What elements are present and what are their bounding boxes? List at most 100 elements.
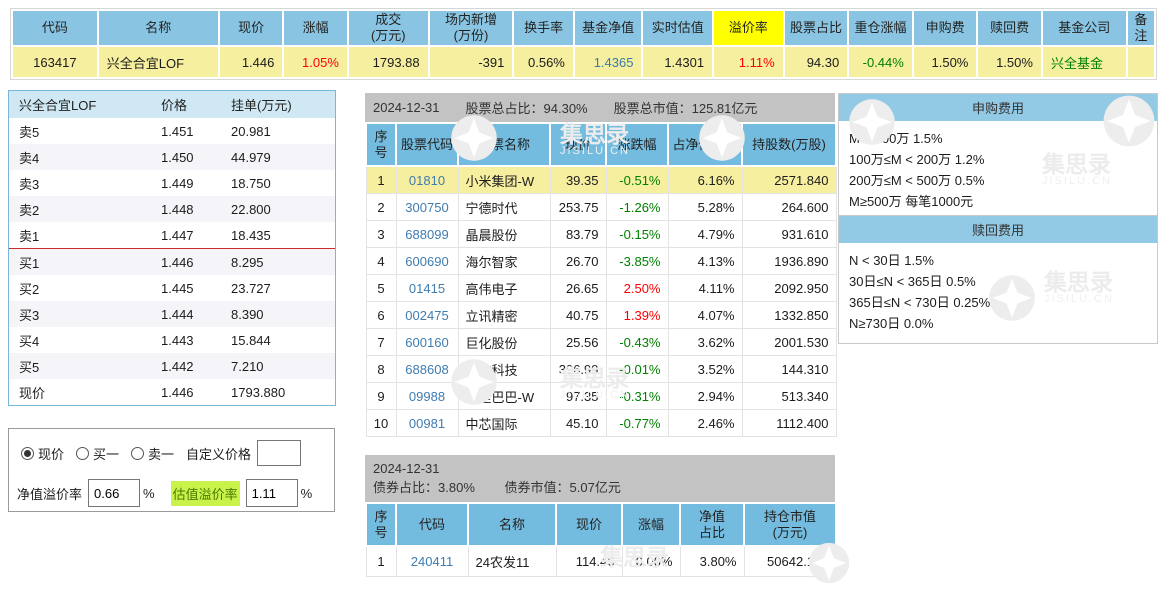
stock-holdings-date: 2024-12-31 (373, 100, 440, 115)
stock-code-link[interactable]: 01415 (395, 274, 459, 302)
fund-summary-data-row: 163417 兴全合宜LOF 1.446 1.05% 1793.88 -391 … (11, 45, 1157, 79)
col-redeem-fee[interactable]: 赎回费 (976, 9, 1043, 47)
order-book-header: 兴全合宜LOF 价格 挂单(万元) (9, 91, 335, 118)
nav-premium-percent-sign: % (143, 485, 155, 501)
stock-code-link[interactable]: 688099 (395, 220, 459, 248)
stock-code-link[interactable]: 002475 (395, 301, 459, 329)
order-book-row-buy5[interactable]: 买5 1.442 7.210 (9, 353, 335, 379)
order-book-col-volume: 挂单(万元) (231, 98, 292, 113)
col-turnover-rate[interactable]: 换手率 (512, 9, 575, 47)
bond-code-link[interactable]: 240411 (395, 545, 469, 577)
stock-row: 3 688099 晶晨股份 83.79 -0.15% 4.79% 931.610 (365, 220, 837, 248)
col-bond-nav-ratio: 净值 占比 (679, 502, 745, 547)
bond-mktval-value: 5.07亿元 (569, 480, 621, 495)
fund-stock-ratio: 94.30 (782, 45, 850, 79)
bond-row: 1 240411 24农发11 114.46 0.00% 3.80% 50642… (365, 545, 837, 577)
nav-premium-input[interactable] (88, 479, 141, 507)
fund-turnover-amount: 1793.88 (346, 45, 430, 79)
col-code[interactable]: 代码 (11, 9, 99, 47)
order-book-panel: 兴全合宜LOF 价格 挂单(万元) 卖5 1.451 20.981 卖4 1.4… (8, 90, 336, 406)
redeem-fee-line: N < 30日 1.5% (849, 253, 934, 268)
bond-mktval-label: 债券市值： (504, 480, 570, 495)
col-bond-change: 涨幅 (621, 502, 681, 547)
col-onmarket-new[interactable]: 场内新增 (万份) (427, 9, 515, 47)
stock-code-link[interactable]: 09988 (395, 382, 459, 410)
col-nav[interactable]: 基金净值 (572, 9, 644, 47)
bond-table-header-row: 序 号 代码 名称 现价 涨幅 净值 占比 持仓市值 (万元) (365, 502, 837, 547)
order-book-row-buy2[interactable]: 买2 1.445 23.727 (19, 280, 271, 297)
col-bond-code: 代码 (395, 502, 469, 547)
col-premium-rate-sorted[interactable]: 溢价率 (712, 9, 785, 47)
radio-sell1[interactable] (131, 446, 145, 460)
stock-mktval-label: 股票总市值： (613, 101, 692, 116)
fund-company-link[interactable]: 兴全基金 (1040, 45, 1128, 79)
stock-code-link[interactable]: 600690 (395, 247, 459, 275)
stock-row: 9 09988 阿里巴巴-W 97.35 -0.31% 2.94% 513.34… (365, 382, 837, 410)
order-book-row-sell2[interactable]: 卖2 1.448 22.800 (9, 196, 335, 222)
estimate-premium-input[interactable] (245, 479, 298, 507)
purchase-fee-line: 100万≤M < 200万 1.2% (849, 152, 985, 167)
col-name[interactable]: 名称 (96, 9, 220, 47)
stock-row: 4 600690 海尔智家 26.70 -3.85% 4.13% 1936.89… (365, 247, 837, 275)
col-turnover-amount[interactable]: 成交 (万元) (346, 9, 430, 47)
stock-table-header-row: 序 号 股票代码 股票名称 现价 涨跌幅 占净值比例 持股数(万股) (365, 122, 837, 167)
order-book-row-buy4[interactable]: 买4 1.443 15.844 (19, 332, 271, 349)
bond-holdings-table: 序 号 代码 名称 现价 涨幅 净值 占比 持仓市值 (万元) 1 240411… (365, 502, 837, 577)
col-seq: 序 号 (365, 502, 397, 547)
stock-row: 6 002475 立讯精密 40.75 1.39% 4.07% 1332.850 (365, 301, 837, 329)
col-fund-company[interactable]: 基金公司 (1040, 9, 1128, 47)
col-shares-held: 持股数(万股) (741, 122, 837, 167)
fund-price: 1.446 (217, 45, 285, 79)
purchase-fee-panel: 申购费用 M < 100万 1.5% 100万≤M < 200万 1.2% 20… (838, 93, 1158, 222)
stock-row: 5 01415 高伟电子 26.65 2.50% 4.11% 2092.950 (365, 274, 837, 302)
radio-buy1-label: 买一 (93, 446, 120, 462)
fund-realtime-estimate: 1.4301 (641, 45, 715, 79)
radio-current-price[interactable] (21, 446, 34, 460)
stock-code-link[interactable]: 300750 (395, 193, 459, 221)
col-price[interactable]: 现价 (217, 9, 285, 47)
stock-ratio-value: 94.30% (543, 101, 588, 116)
col-seq: 序 号 (365, 122, 397, 167)
redeem-fee-line: 365日≤N < 730日 0.25% (849, 295, 991, 310)
stock-code-link[interactable]: 600160 (395, 328, 459, 356)
stock-ratio-label: 股票总占比： (465, 101, 544, 116)
col-stock-name: 股票名称 (457, 122, 551, 167)
purchase-fee-line: 200万≤M < 500万 0.5% (849, 173, 985, 188)
col-bond-name: 名称 (467, 502, 557, 547)
order-book-row-sell5[interactable]: 卖5 1.451 20.981 (19, 123, 271, 140)
order-book-row-sell1[interactable]: 卖1 1.447 18.435 (19, 227, 271, 244)
nav-premium-label: 净值溢价率 (17, 486, 83, 502)
bond-holdings-summary: 2024-12-31 债券占比：3.80% 债券市值：5.07亿元 (365, 455, 835, 502)
redeem-fee-panel: 赎回费用 N < 30日 1.5% 30日≤N < 365日 0.5% 365日… (838, 215, 1158, 344)
custom-price-input[interactable] (257, 440, 302, 466)
order-book-row-sell3[interactable]: 卖3 1.449 18.750 (19, 175, 271, 192)
col-stock-code: 股票代码 (395, 122, 459, 167)
fund-nav: 1.4365 (572, 45, 644, 79)
bond-ratio-value: 3.80% (438, 480, 475, 495)
stock-mktval-value: 125.81亿元 (691, 101, 758, 116)
order-book-row-sell4[interactable]: 卖4 1.450 44.979 (9, 144, 335, 170)
col-change[interactable]: 涨幅 (282, 9, 349, 47)
order-book-row-buy1[interactable]: 买1 1.446 8.295 (9, 248, 335, 275)
custom-price-label: 自定义价格 (186, 446, 252, 462)
col-note[interactable]: 备 注 (1125, 9, 1157, 47)
radio-buy1[interactable] (76, 446, 90, 460)
order-book-title: 兴全合宜LOF (19, 98, 97, 113)
redeem-fee-line: 30日≤N < 365日 0.5% (849, 274, 976, 289)
fund-heavy-change: -0.44% (847, 45, 914, 79)
radio-current-price-label: 现价 (38, 446, 65, 462)
redeem-fee-line: N≥730日 0.0% (849, 316, 934, 331)
col-bond-position-value: 持仓市值 (万元) (743, 502, 837, 547)
purchase-fee-line: M < 100万 1.5% (849, 131, 943, 146)
col-nav-ratio: 占净值比例 (667, 122, 743, 167)
stock-code-link[interactable]: 01810 (395, 165, 459, 194)
stock-code-link[interactable]: 688608 (395, 355, 459, 383)
stock-code-link[interactable]: 00981 (395, 409, 459, 437)
order-book-row-buy3[interactable]: 买3 1.444 8.390 (9, 301, 335, 327)
stock-row: 1 01810 小米集团-W 39.35 -0.51% 6.16% 2571.8… (365, 165, 837, 194)
stock-holdings-section: 2024-12-31 股票总占比：94.30% 股票总市值：125.81亿元 序… (365, 93, 837, 437)
col-realtime-estimate[interactable]: 实时估值 (641, 9, 715, 47)
col-stock-ratio[interactable]: 股票占比 (782, 9, 850, 47)
col-purchase-fee[interactable]: 申购费 (911, 9, 979, 47)
col-heavy-change[interactable]: 重仓涨幅 (847, 9, 914, 47)
